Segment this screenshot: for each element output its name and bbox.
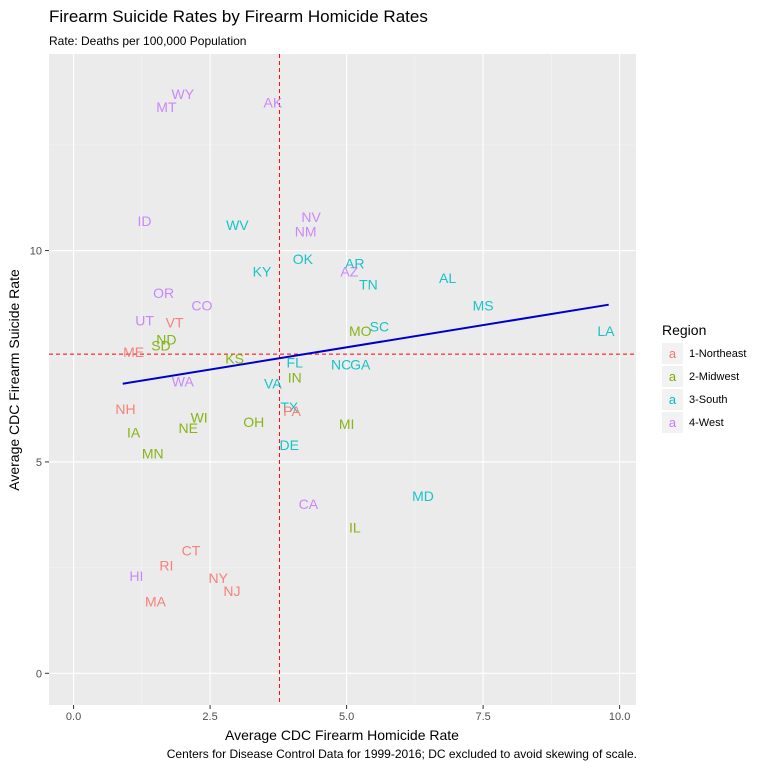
legend-label: 3-South [689,394,728,406]
legend-key [662,412,683,433]
legend-key-glyph: a [669,415,677,430]
state-label-ne: NE [179,420,198,436]
state-label-de: DE [280,437,299,453]
state-label-sc: SC [370,319,389,335]
state-label-nh: NH [115,401,135,417]
x-tick-label: 0.0 [66,711,81,723]
state-label-ak: AK [264,95,283,111]
state-label-wv: WV [226,217,249,233]
state-label-ar: AR [345,255,364,271]
state-label-ok: OK [293,251,314,267]
x-tick-label: 10.0 [609,711,630,723]
state-label-mi: MI [339,416,355,432]
legend-label: 4-West [689,417,724,429]
state-label-me: ME [123,344,144,360]
state-label-co: CO [191,298,212,314]
legend-key-glyph: a [669,392,677,407]
state-label-mt: MT [156,99,177,115]
y-tick-label: 10 [30,246,42,258]
grid-minor [49,54,636,705]
legend-key [662,389,683,410]
state-label-ny: NY [209,570,229,586]
state-label-mn: MN [142,445,164,461]
x-tick-label: 5.0 [339,711,354,723]
legend-key-glyph: a [669,346,677,361]
y-tick-label: 5 [36,457,42,469]
legend-key [662,366,683,387]
trend-line [122,303,609,385]
state-label-ut: UT [135,312,154,328]
state-label-wi: WI [191,410,208,426]
legend-key [662,343,683,364]
state-label-ri: RI [159,558,173,574]
legend-key-glyph: a [669,369,677,384]
state-label-wy: WY [172,86,195,102]
state-label-ga: GA [350,357,371,373]
state-label-sd: SD [151,338,170,354]
chart-title: Firearm Suicide Rates by Firearm Homicid… [49,7,428,26]
y-axis-ticks: 0 5 10 [30,246,49,680]
state-label-vt: VT [166,314,184,330]
legend: Region a 1-Northeast a 2-Midwest a 3-South a 4-… [662,322,746,433]
state-label-ks: KS [225,350,244,366]
state-label-in: IN [288,369,302,385]
state-label-il: IL [349,519,361,535]
state-label-oh: OH [243,414,264,430]
state-label-ct: CT [182,543,201,559]
legend-label: 1-Northeast [689,348,746,360]
state-label-ma: MA [145,593,167,609]
state-label-wa: WA [172,374,195,390]
x-tick-label: 7.5 [475,711,490,723]
x-axis-title: Average CDC Firearm Homicide Rate [225,727,459,743]
state-label-nc: NC [331,357,351,373]
state-label-nm: NM [295,224,317,240]
state-label-az: AZ [340,264,358,280]
state-label-fl: FL [287,355,304,371]
state-label-tx: TX [280,399,299,415]
reference-lines [49,54,636,705]
state-label-ms: MS [473,298,494,314]
state-label-va: VA [264,376,282,392]
trend-line-group [122,303,609,385]
y-axis-title: Average CDC Firearm Suicide Rate [6,269,22,491]
state-label-ia: IA [127,424,141,440]
state-label-md: MD [412,488,434,504]
x-tick-label: 2.5 [202,711,217,723]
grid-major [49,54,636,705]
state-label-id: ID [138,213,152,229]
state-label-or: OR [153,285,174,301]
x-axis-ticks: 0.0 2.5 5.0 7.5 10.0 [66,705,630,723]
state-label-mo: MO [349,323,372,339]
chart-subtitle: Rate: Deaths per 100,000 Population [49,34,246,48]
state-label-nj: NJ [223,583,240,599]
state-label-hi: HI [129,568,143,584]
legend-label: 2-Midwest [689,371,739,383]
state-label-nd: ND [156,331,176,347]
state-label-pa: PA [283,403,301,419]
state-label-la: LA [597,323,615,339]
y-tick-label: 0 [36,668,42,680]
legend-title: Region [662,322,706,338]
state-label-ca: CA [299,496,319,512]
state-label-al: AL [439,270,456,286]
plot-panel [49,54,636,705]
state-label-ky: KY [253,264,272,280]
state-label-nv: NV [301,209,321,225]
state-label-tn: TN [359,276,378,292]
chart-caption: Centers for Disease Control Data for 199… [167,747,637,761]
